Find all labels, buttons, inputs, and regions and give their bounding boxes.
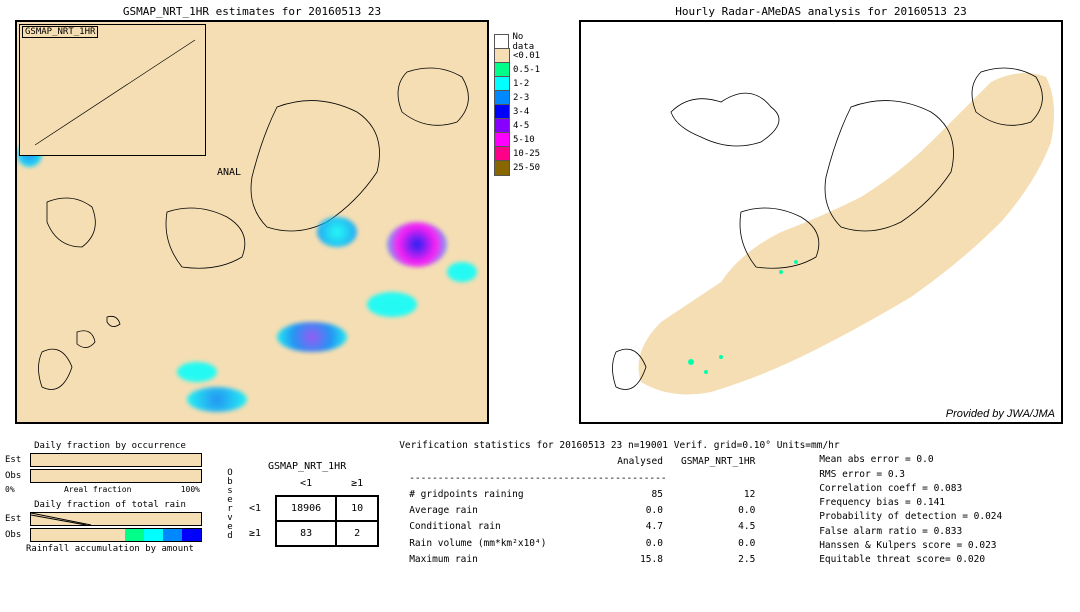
colorbar-row: 4-5 [494, 119, 549, 133]
score-line: RMS error = 0.3 [819, 468, 1002, 482]
score-line: Correlation coeff = 0.083 [819, 482, 1002, 496]
colorbar: No data<0.010.5-11-22-33-44-55-1010-2525… [494, 35, 549, 175]
est-occ-bar [30, 453, 202, 467]
axis-left: 0% [5, 485, 15, 494]
ct-ch0: <1 [276, 472, 336, 496]
left-map-frame: GSMAP_NRT_1HR ANAL [15, 20, 489, 424]
ct-10: 83 [276, 521, 336, 546]
obs-rain-row: Obs [5, 528, 215, 542]
colorbar-row: 25-50 [494, 161, 549, 175]
ct-01: 10 [336, 496, 378, 521]
rain-blob [277, 322, 347, 352]
bottom-row: Daily fraction by occurrence Est Obs 0% … [5, 439, 1075, 569]
score-line: False alarm ratio = 0.833 [819, 525, 1002, 539]
stats-row: Maximum rain15.82.5 [401, 553, 763, 567]
contingency-table: <1≥1 <11890610 ≥1832 [235, 472, 379, 547]
anal-label: ANAL [217, 167, 241, 178]
obs-rain-bar [30, 528, 202, 542]
scores-list: Mean abs error = 0.0RMS error = 0.3Corre… [819, 453, 1002, 569]
obs-label-2: Obs [5, 530, 30, 540]
inset-svg [20, 25, 205, 155]
left-map-panel: GSMAP_NRT_1HR estimates for 20160513 23 [15, 5, 489, 424]
rain-blob [177, 362, 217, 382]
stats-header: Verification statistics for 20160513 23 … [399, 439, 1002, 453]
est-label-1: Est [5, 455, 30, 465]
score-line: Hanssen & Kulpers score = 0.023 [819, 539, 1002, 553]
rain-blob [447, 262, 477, 282]
st-dash: ----------------------------------------… [401, 472, 763, 486]
axis-mid: Areal fraction [64, 485, 131, 494]
score-line: Mean abs error = 0.0 [819, 453, 1002, 467]
colorbar-row: 2-3 [494, 91, 549, 105]
ct-rh1: ≥1 [235, 521, 276, 546]
inset-box: GSMAP_NRT_1HR [19, 24, 206, 156]
ctable-title: GSMAP_NRT_1HR [235, 461, 379, 472]
colorbar-row: No data [494, 35, 549, 49]
stats-row: # gridpoints raining8512 [401, 488, 763, 502]
inset-label: GSMAP_NRT_1HR [22, 26, 98, 38]
right-map-frame: Provided by JWA/JMA [579, 20, 1063, 424]
rain-blob [387, 222, 447, 267]
top-row: GSMAP_NRT_1HR estimates for 20160513 23 [5, 5, 1075, 424]
colorbar-row: 3-4 [494, 105, 549, 119]
est-rain-bar [30, 512, 202, 526]
fraction-col: Daily fraction by occurrence Est Obs 0% … [5, 439, 215, 569]
occ-title: Daily fraction by occurrence [5, 441, 215, 451]
est-label-2: Est [5, 514, 30, 524]
stats-col: Verification statistics for 20160513 23 … [399, 439, 1002, 569]
colorbar-row: 1-2 [494, 77, 549, 91]
fraction-axis: 0% Areal fraction 100% [5, 485, 200, 494]
right-map-title: Hourly Radar-AMeDAS analysis for 2016051… [579, 5, 1063, 18]
est-rain-row: Est [5, 512, 215, 526]
est-occ-row: Est [5, 453, 215, 467]
st-ch1: GSMAP_NRT_1HR [673, 455, 763, 469]
ct-rh0: <1 [235, 496, 276, 521]
obs-occ-row: Obs [5, 469, 215, 483]
obs-label-1: Obs [5, 471, 30, 481]
rain-blob [367, 292, 417, 317]
stats-table: AnalysedGSMAP_NRT_1HR ------------------… [399, 453, 765, 569]
axis-right: 100% [181, 485, 200, 494]
right-map-panel: Hourly Radar-AMeDAS analysis for 2016051… [579, 5, 1063, 424]
score-line: Probability of detection = 0.024 [819, 510, 1002, 524]
colorbar-row: 5-10 [494, 133, 549, 147]
right-map-svg [581, 22, 1061, 422]
ct-ch1: ≥1 [336, 472, 378, 496]
stats-row: Conditional rain4.74.5 [401, 520, 763, 534]
colorbar-row: 0.5-1 [494, 63, 549, 77]
stats-row: Average rain0.00.0 [401, 504, 763, 518]
score-line: Equitable threat score= 0.020 [819, 553, 1002, 567]
rain-blob [317, 217, 357, 247]
obs-occ-bar [30, 469, 202, 483]
observed-label: Observed [225, 468, 235, 540]
contingency-col: Observed GSMAP_NRT_1HR <1≥1 <11890610 ≥1… [225, 439, 379, 569]
ct-11: 2 [336, 521, 378, 546]
stats-row: Rain volume (mm*km²x10⁴)0.00.0 [401, 537, 763, 551]
st-ch0: Analysed [609, 455, 671, 469]
ct-00: 18906 [276, 496, 336, 521]
rain-blob [187, 387, 247, 412]
provided-by: Provided by JWA/JMA [946, 408, 1055, 420]
colorbar-row: 10-25 [494, 147, 549, 161]
score-line: Frequency bias = 0.141 [819, 496, 1002, 510]
accum-title: Rainfall accumulation by amount [5, 544, 215, 554]
rain-title: Daily fraction of total rain [5, 500, 215, 510]
left-map-title: GSMAP_NRT_1HR estimates for 20160513 23 [15, 5, 489, 18]
